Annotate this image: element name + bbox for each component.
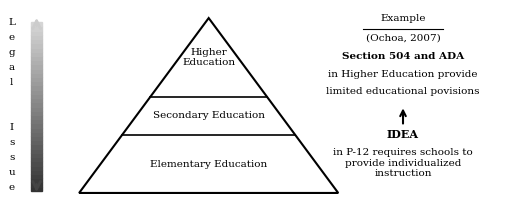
Bar bbox=[31, 43, 42, 47]
Bar bbox=[31, 35, 42, 39]
Text: l: l bbox=[10, 78, 14, 87]
Text: Section 504 and ADA: Section 504 and ADA bbox=[342, 52, 464, 61]
Bar bbox=[31, 128, 42, 132]
Text: I: I bbox=[10, 123, 14, 132]
Bar bbox=[31, 119, 42, 123]
Text: u: u bbox=[8, 168, 15, 177]
Bar bbox=[31, 136, 42, 140]
Bar bbox=[31, 161, 42, 166]
Bar bbox=[31, 81, 42, 85]
Bar bbox=[31, 140, 42, 145]
Bar bbox=[31, 73, 42, 77]
Bar bbox=[31, 183, 42, 187]
Bar bbox=[31, 60, 42, 64]
Text: a: a bbox=[9, 63, 15, 72]
Bar bbox=[31, 52, 42, 56]
Text: e: e bbox=[9, 33, 15, 42]
Text: L: L bbox=[8, 18, 15, 27]
Text: g: g bbox=[8, 48, 15, 57]
Bar bbox=[31, 170, 42, 174]
Bar bbox=[31, 26, 42, 31]
Bar bbox=[31, 153, 42, 157]
Bar bbox=[31, 102, 42, 107]
Bar bbox=[31, 107, 42, 111]
Text: IDEA: IDEA bbox=[387, 129, 419, 141]
Bar bbox=[31, 157, 42, 161]
Bar bbox=[31, 94, 42, 98]
Text: Example: Example bbox=[380, 14, 426, 23]
Text: Higher
Education: Higher Education bbox=[182, 48, 235, 67]
Bar bbox=[31, 123, 42, 128]
Bar bbox=[31, 187, 42, 191]
Text: in Higher Education provide: in Higher Education provide bbox=[328, 70, 478, 79]
Bar bbox=[31, 149, 42, 153]
Bar bbox=[31, 115, 42, 119]
Bar bbox=[31, 98, 42, 102]
Bar bbox=[31, 174, 42, 178]
Text: Secondary Education: Secondary Education bbox=[153, 111, 265, 120]
Bar bbox=[31, 77, 42, 81]
Bar bbox=[31, 56, 42, 60]
Text: s: s bbox=[9, 153, 15, 162]
Bar bbox=[31, 64, 42, 69]
Text: e: e bbox=[9, 183, 15, 192]
Text: in P-12 requires schools to
provide individualized
instruction: in P-12 requires schools to provide indi… bbox=[333, 148, 473, 178]
Bar bbox=[31, 47, 42, 52]
Bar bbox=[31, 132, 42, 136]
Text: Elementary Education: Elementary Education bbox=[150, 160, 267, 169]
Text: s: s bbox=[9, 138, 15, 147]
Text: limited educational povisions: limited educational povisions bbox=[326, 87, 480, 96]
Bar bbox=[31, 145, 42, 149]
Bar bbox=[31, 166, 42, 170]
Bar bbox=[31, 178, 42, 183]
Bar bbox=[31, 39, 42, 43]
Bar bbox=[31, 22, 42, 26]
Polygon shape bbox=[79, 18, 338, 193]
Bar bbox=[31, 69, 42, 73]
Bar bbox=[31, 111, 42, 115]
Bar bbox=[31, 31, 42, 35]
Bar bbox=[31, 90, 42, 94]
Bar bbox=[31, 85, 42, 90]
Text: (Ochoa, 2007): (Ochoa, 2007) bbox=[366, 34, 440, 43]
